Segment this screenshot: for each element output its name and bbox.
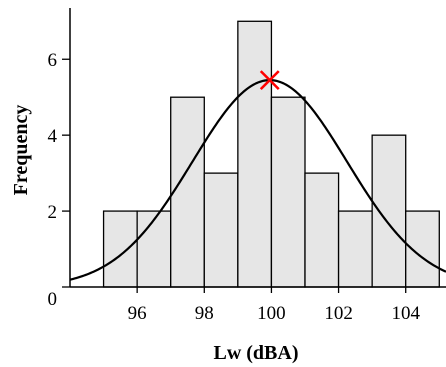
y-tick-label: 2 (48, 202, 58, 223)
axes (69, 8, 446, 288)
x-tick-label: 100 (257, 303, 286, 324)
y-axis-ticks: 0 2 4 6 (48, 50, 70, 310)
histogram-bar-5 (237, 20, 273, 288)
histogram-bars (102, 20, 440, 288)
x-tick-label: 98 (195, 303, 214, 324)
x-tick-label: 102 (324, 303, 353, 324)
y-tick-label: 0 (48, 289, 58, 310)
histogram-bar-7 (304, 172, 340, 288)
x-axis-ticks: 96 98 100 102 104 (128, 287, 420, 324)
y-tick-label: 4 (48, 126, 58, 147)
histogram-bar-6 (270, 96, 306, 288)
normal-fit-curve (69, 79, 446, 281)
histogram-bar-8 (337, 210, 373, 288)
x-axis-title: Lw (dBA) (213, 342, 298, 364)
y-axis-title: Frequency (10, 105, 32, 196)
histogram-bar-4 (203, 172, 239, 288)
y-tick-label: 6 (48, 50, 58, 71)
peak-marker (259, 70, 280, 91)
x-tick-label: 104 (391, 303, 420, 324)
histogram-bar-9 (371, 134, 407, 288)
peak-marker-stroke-2 (259, 70, 280, 91)
histogram-bar-2 (136, 210, 172, 288)
histogram-bar-3 (170, 96, 205, 288)
x-tick-label: 96 (128, 303, 147, 324)
histogram-bar-1 (102, 210, 138, 288)
